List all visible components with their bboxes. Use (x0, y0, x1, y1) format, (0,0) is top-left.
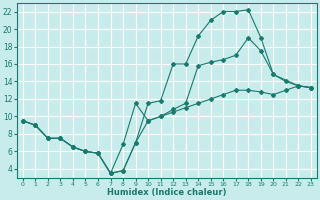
X-axis label: Humidex (Indice chaleur): Humidex (Indice chaleur) (107, 188, 227, 197)
